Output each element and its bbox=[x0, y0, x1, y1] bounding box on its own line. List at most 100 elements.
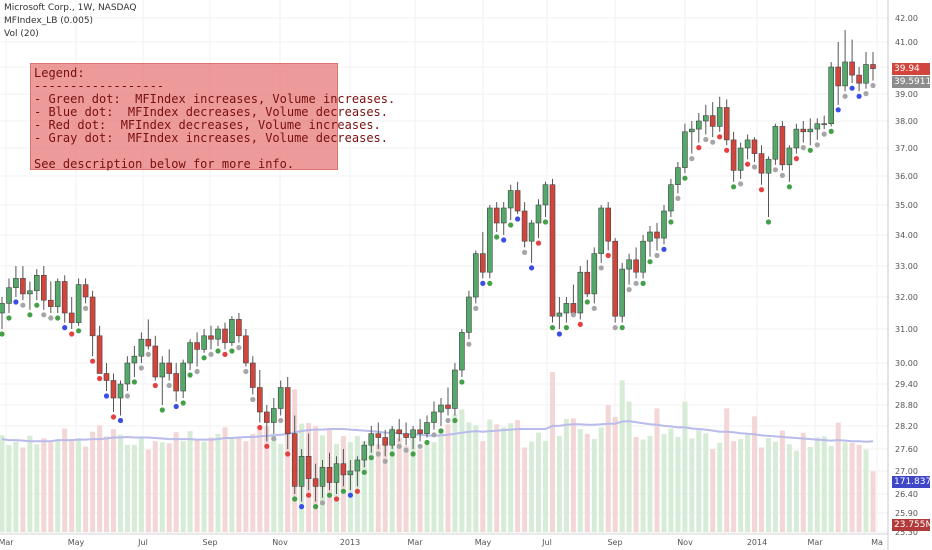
volume-bar bbox=[97, 425, 103, 532]
mfindex-dot bbox=[326, 492, 333, 498]
volume-bar bbox=[529, 441, 535, 532]
candle-body bbox=[563, 303, 570, 314]
price-tick-label: 27.00 bbox=[895, 467, 918, 476]
volume-bar bbox=[766, 438, 771, 532]
candle-body bbox=[654, 231, 660, 239]
candle-body bbox=[333, 463, 340, 483]
volume-bar bbox=[675, 437, 681, 532]
volume-bar bbox=[759, 447, 764, 532]
time-tick-label: May bbox=[68, 538, 85, 547]
volume-bar bbox=[90, 431, 96, 532]
legend-line: See description below for more info. bbox=[34, 157, 295, 171]
mfindex-dot bbox=[243, 368, 249, 375]
candle-body bbox=[54, 281, 61, 307]
candle-body bbox=[535, 204, 542, 224]
price-tick-label: 39.00 bbox=[895, 90, 918, 99]
mfindex-dot bbox=[535, 240, 542, 246]
price-tick-label: 34.00 bbox=[895, 231, 918, 240]
candle-body bbox=[514, 190, 521, 212]
price-tick-label: 28.20 bbox=[895, 422, 918, 431]
volume-bar bbox=[689, 438, 695, 532]
mfindex-dot bbox=[689, 156, 695, 162]
volume-bar bbox=[243, 441, 249, 532]
volume-bar bbox=[508, 423, 514, 532]
volume-bar bbox=[0, 435, 5, 532]
volume-bar bbox=[473, 425, 479, 532]
candle-body bbox=[33, 274, 40, 292]
volume-bar bbox=[257, 429, 263, 532]
candle-body bbox=[270, 408, 277, 423]
last-price-label: 39.94 bbox=[892, 63, 930, 75]
mfindex-dot bbox=[117, 417, 124, 424]
candle-body bbox=[751, 139, 758, 154]
mfindex-dot bbox=[20, 302, 26, 308]
mfindex-dot bbox=[208, 351, 214, 357]
mfindex-dot bbox=[354, 488, 360, 494]
mfindex-dot bbox=[131, 379, 137, 385]
volume-bar bbox=[118, 434, 123, 532]
mfindex-dot bbox=[382, 458, 388, 464]
mfindex-dot bbox=[738, 181, 744, 187]
volume-bar bbox=[6, 444, 12, 532]
mfindex-dot bbox=[76, 328, 82, 334]
candle-body bbox=[20, 278, 26, 295]
mfindex-dot bbox=[340, 488, 346, 494]
legend-line: - Red dot: MFIndex decreases, Volume inc… bbox=[34, 118, 381, 132]
legend-line: - Blue dot: MFIndex decreases, Volume de… bbox=[34, 105, 389, 119]
price-tick-label: 26.40 bbox=[895, 490, 918, 499]
candle-body bbox=[549, 184, 556, 317]
volume-ma-line bbox=[1, 420, 874, 443]
mfindex-dot bbox=[870, 82, 876, 89]
mfindex-dot bbox=[201, 355, 207, 361]
mfindex-dot bbox=[612, 325, 618, 331]
mfindex-dot bbox=[83, 305, 89, 311]
volume-ma-label: 171.837M bbox=[892, 476, 932, 488]
volume-bar bbox=[48, 442, 54, 532]
candle-body bbox=[744, 139, 751, 149]
candle-body bbox=[319, 466, 326, 487]
volume-bar bbox=[55, 440, 61, 532]
mfindex-dot bbox=[417, 443, 423, 449]
mfindex-dot bbox=[751, 164, 758, 170]
candle-body bbox=[675, 167, 681, 186]
volume-bar bbox=[452, 414, 458, 532]
volume-bar bbox=[83, 446, 89, 532]
mfindex-dot bbox=[591, 305, 597, 311]
price-tick-label: 31.00 bbox=[895, 325, 918, 334]
price-tick-label: 28.80 bbox=[895, 401, 918, 410]
price-tick-label: 32.00 bbox=[895, 293, 918, 302]
candles bbox=[0, 30, 876, 502]
volume-bar bbox=[264, 426, 270, 532]
mfindex-dot bbox=[835, 107, 841, 113]
mfindex-dot bbox=[124, 393, 130, 399]
volume-bars bbox=[0, 372, 876, 532]
mfindex-dot bbox=[661, 246, 667, 252]
candle-body bbox=[765, 158, 772, 174]
volume-bar bbox=[494, 424, 500, 532]
candle-body bbox=[117, 383, 124, 399]
mfindex-dot bbox=[48, 315, 54, 321]
mfindex-dot bbox=[180, 400, 186, 406]
mfindex-dot bbox=[487, 280, 493, 286]
volume-bar bbox=[208, 437, 214, 532]
price-tick-label: 36.00 bbox=[895, 172, 918, 181]
candle-body bbox=[849, 61, 855, 76]
legend-line: ------------------ bbox=[34, 79, 165, 93]
volume-bar bbox=[654, 408, 660, 532]
volume-bar bbox=[111, 429, 116, 532]
candle-body bbox=[138, 338, 145, 357]
candle-body bbox=[682, 131, 688, 168]
candle-body bbox=[730, 139, 737, 171]
mfindex-dot bbox=[626, 287, 632, 293]
candle-body bbox=[361, 444, 368, 461]
legend-note: Legend: ------------------ - Green dot: … bbox=[30, 63, 395, 171]
mfindex-dot bbox=[577, 321, 583, 327]
candle-body bbox=[236, 319, 242, 337]
candle-body bbox=[82, 284, 89, 298]
mfindex-dot bbox=[745, 161, 751, 167]
volume-bar bbox=[731, 441, 737, 532]
mfindex-dot bbox=[250, 396, 256, 403]
time-tick-label: 2013 bbox=[340, 538, 360, 547]
candle-body bbox=[298, 455, 305, 487]
